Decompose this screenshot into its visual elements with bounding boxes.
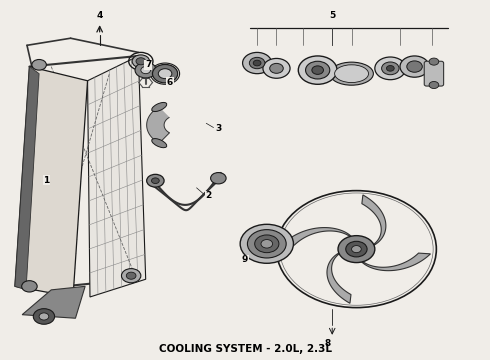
Circle shape	[132, 55, 149, 68]
Text: 9: 9	[242, 255, 248, 264]
Circle shape	[261, 239, 272, 248]
Circle shape	[141, 67, 150, 74]
Circle shape	[33, 309, 54, 324]
Circle shape	[352, 246, 361, 253]
Circle shape	[382, 62, 399, 75]
Circle shape	[312, 66, 323, 75]
Circle shape	[253, 60, 261, 66]
Ellipse shape	[335, 65, 368, 82]
Circle shape	[255, 235, 279, 253]
Circle shape	[429, 58, 439, 65]
PathPatch shape	[360, 253, 431, 271]
Circle shape	[387, 66, 394, 71]
Circle shape	[298, 56, 337, 84]
Ellipse shape	[152, 103, 167, 112]
Text: 6: 6	[167, 78, 173, 87]
Circle shape	[263, 58, 290, 78]
Circle shape	[211, 172, 226, 184]
Text: 3: 3	[215, 124, 221, 133]
Circle shape	[136, 58, 146, 65]
Ellipse shape	[330, 62, 373, 85]
Circle shape	[306, 61, 330, 79]
Circle shape	[240, 224, 294, 263]
Circle shape	[375, 57, 406, 80]
Circle shape	[151, 178, 159, 184]
Circle shape	[158, 69, 172, 78]
Ellipse shape	[152, 139, 167, 148]
Circle shape	[122, 269, 141, 283]
PathPatch shape	[147, 107, 170, 143]
Circle shape	[407, 61, 422, 72]
Circle shape	[243, 53, 271, 74]
Polygon shape	[22, 286, 85, 318]
Text: 7: 7	[145, 60, 151, 69]
Circle shape	[400, 56, 429, 77]
Circle shape	[22, 281, 37, 292]
Circle shape	[126, 272, 136, 279]
Circle shape	[152, 64, 178, 83]
Circle shape	[32, 59, 47, 70]
Circle shape	[346, 241, 367, 257]
Circle shape	[429, 81, 439, 89]
Text: 5: 5	[329, 11, 335, 20]
Circle shape	[39, 313, 49, 320]
Circle shape	[338, 236, 375, 262]
PathPatch shape	[327, 252, 351, 303]
Polygon shape	[88, 56, 146, 297]
PathPatch shape	[362, 195, 386, 246]
Circle shape	[247, 230, 286, 258]
PathPatch shape	[282, 228, 353, 245]
Text: COOLING SYSTEM - 2.0L, 2.3L: COOLING SYSTEM - 2.0L, 2.3L	[158, 345, 332, 355]
FancyBboxPatch shape	[424, 61, 443, 86]
Text: 8: 8	[324, 338, 330, 347]
Polygon shape	[15, 67, 88, 297]
Circle shape	[147, 174, 164, 187]
Text: 2: 2	[205, 192, 212, 201]
Text: 1: 1	[43, 176, 49, 185]
Circle shape	[135, 62, 156, 78]
Polygon shape	[15, 67, 39, 290]
Circle shape	[270, 63, 283, 73]
Text: 4: 4	[97, 11, 103, 20]
Circle shape	[249, 57, 265, 69]
